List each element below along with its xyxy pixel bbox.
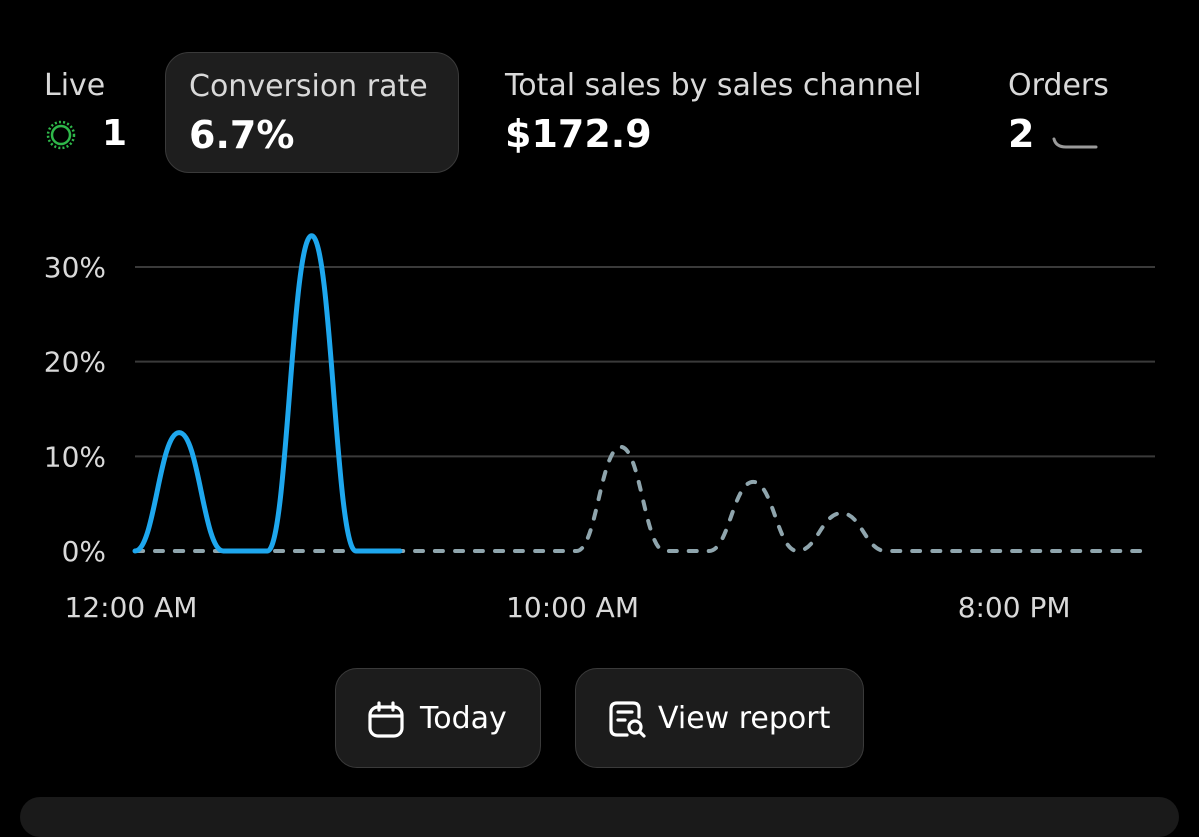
x-tick-label: 12:00 AM [65,591,198,624]
y-tick-label: 30% [44,251,106,284]
calendar-icon [366,700,406,740]
y-tick-label: 10% [44,440,106,473]
chart-x-axis: 12:00 AM 10:00 AM 8:00 PM [65,591,1071,624]
conversion-rate-chart: 0% 10% 20% 30% 12:00 AM 10:00 AM 8:00 PM [0,0,1199,640]
chart-series [135,236,1151,551]
y-tick-label: 20% [44,346,106,379]
y-tick-label: 0% [62,535,106,568]
x-tick-label: 8:00 PM [958,591,1071,624]
view-report-button[interactable]: View report [575,668,864,768]
today-button-label: Today [420,701,507,736]
view-report-button-label: View report [658,701,830,736]
x-tick-label: 10:00 AM [506,591,639,624]
comparison-series-line [135,447,1151,551]
chart-y-axis: 0% 10% 20% 30% [44,251,106,568]
report-search-icon [607,700,647,740]
today-button[interactable]: Today [335,668,541,768]
bottom-sheet [20,797,1179,837]
current-series-line [135,236,400,551]
